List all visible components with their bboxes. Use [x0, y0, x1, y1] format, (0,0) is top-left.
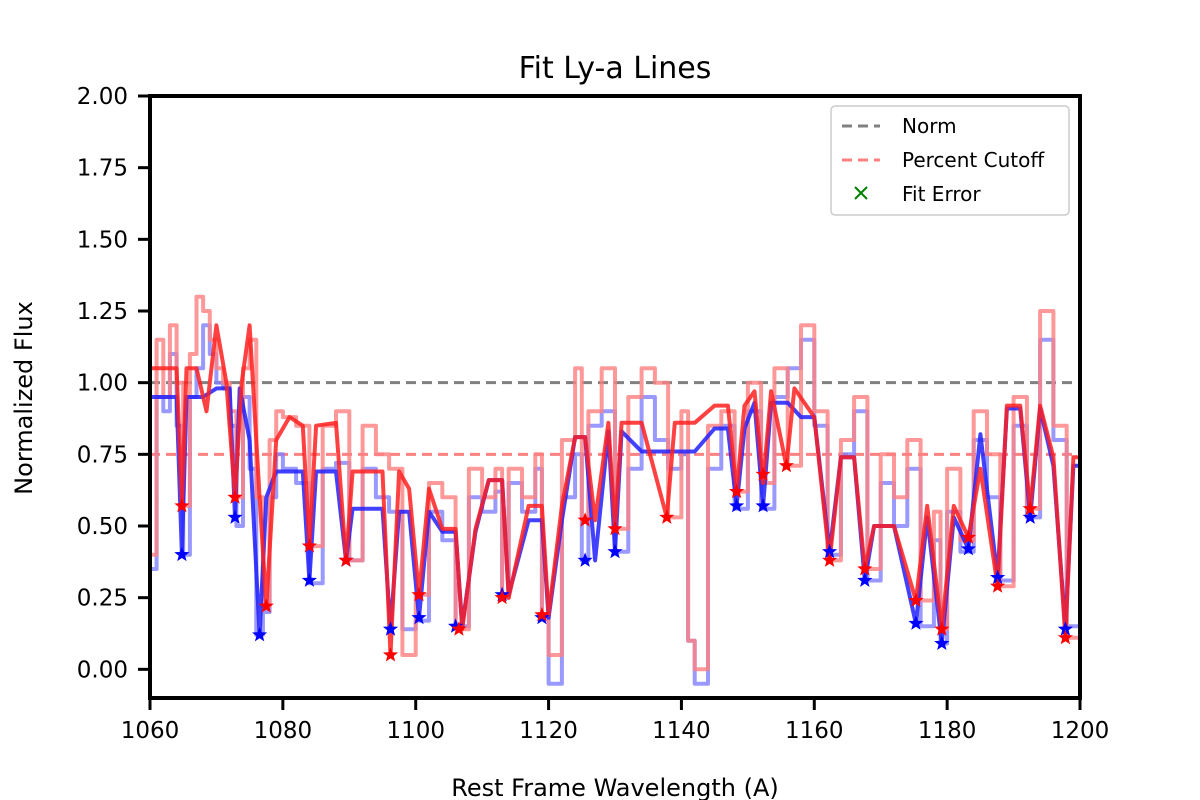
y-tick-label: 0.75: [77, 442, 128, 468]
blue-star-marker: [960, 540, 976, 556]
y-tick-label: 2.00: [77, 84, 128, 110]
y-tick-label: 1.00: [77, 371, 128, 397]
red-star-marker: [755, 466, 771, 481]
x-axis-label: Rest Frame Wavelength (A): [451, 774, 778, 800]
blue-star-marker: [252, 626, 268, 642]
x-tick-label: 1200: [1051, 718, 1110, 744]
blue-star-marker: [822, 543, 838, 559]
x-tick-label: 1060: [121, 718, 180, 744]
red-star-marker: [411, 586, 427, 602]
red-star-marker: [778, 457, 794, 473]
red-star-marker: [174, 497, 190, 513]
y-tick-label: 0.50: [77, 514, 128, 540]
y-tick-label: 1.25: [77, 299, 128, 325]
x-tick-label: 1120: [519, 718, 578, 744]
blue-star-marker: [934, 635, 950, 650]
x-tick-label: 1160: [785, 718, 844, 744]
x-axis: 1060 1080 1100 1120 1140 1160 1180 1200: [121, 698, 1110, 744]
blue-star-marker: [382, 621, 399, 636]
marker-layer: [174, 457, 1073, 662]
x-tick-label: 1100: [386, 718, 445, 744]
blue-star-marker: [448, 618, 464, 633]
legend-fit-error-label: Fit Error: [902, 182, 981, 206]
chart-title: Fit Ly-a Lines: [519, 51, 712, 86]
red-star-marker: [934, 621, 950, 636]
red-star-marker: [659, 509, 675, 524]
y-tick-label: 0.25: [77, 586, 128, 612]
y-axis-label: Normalized Flux: [10, 301, 38, 495]
blue-star-marker: [227, 509, 243, 524]
x-tick-label: 1180: [918, 718, 977, 744]
red-star-marker: [607, 520, 623, 536]
blue-star-marker: [174, 546, 190, 562]
red-star-marker: [258, 598, 274, 613]
red-fit-line: [150, 323, 1080, 657]
y-tick-label: 0.00: [77, 657, 128, 683]
blue-star-marker: [301, 572, 317, 587]
x-tick-label: 1140: [652, 718, 711, 744]
blue-star-marker: [577, 552, 593, 567]
red-star-marker: [1057, 629, 1073, 645]
red-star-marker: [1022, 500, 1038, 516]
red-star-marker: [857, 561, 873, 576]
blue-star-marker: [411, 609, 427, 625]
blue-star-marker: [1022, 509, 1038, 524]
red-star-marker: [382, 647, 399, 662]
red-star-marker: [960, 529, 976, 544]
legend-cutoff-label: Percent Cutoff: [902, 148, 1045, 172]
y-axis: 0.00 0.25 0.50 0.75 1.00 1.25 1.50 1.75 2.00: [77, 84, 150, 683]
red-star-marker: [338, 552, 354, 567]
legend-norm-label: Norm: [902, 114, 957, 138]
red-star-marker: [494, 589, 510, 605]
y-tick-label: 1.75: [77, 156, 128, 182]
blue-star-marker: [1057, 621, 1073, 636]
blue-star-marker: [607, 543, 623, 559]
blue-star-marker: [908, 615, 924, 630]
legend-fit-error-x-marker: [854, 186, 868, 200]
plot-area: [150, 294, 1080, 686]
legend: Norm Percent Cutoff Fit Error: [830, 105, 1070, 216]
series-layer: [150, 294, 1080, 686]
red-star-marker: [822, 552, 838, 567]
red-star-marker: [227, 489, 243, 504]
plot-frame: [148, 94, 1082, 700]
red-star-marker: [451, 621, 467, 636]
red-star-marker: [301, 538, 317, 553]
x-tick-label: 1080: [254, 718, 313, 744]
blue-star-marker: [990, 569, 1006, 585]
blue-star-marker: [755, 497, 771, 513]
blue-star-marker: [857, 572, 873, 587]
red-star-marker: [729, 483, 745, 499]
red-star-marker: [534, 606, 550, 622]
blue-star-marker: [729, 497, 745, 513]
y-tick-label: 1.50: [77, 227, 128, 253]
legend-box: [830, 105, 1070, 216]
red-star-marker: [908, 592, 924, 607]
red-star-marker: [577, 512, 593, 527]
red-star-marker: [990, 578, 1006, 593]
